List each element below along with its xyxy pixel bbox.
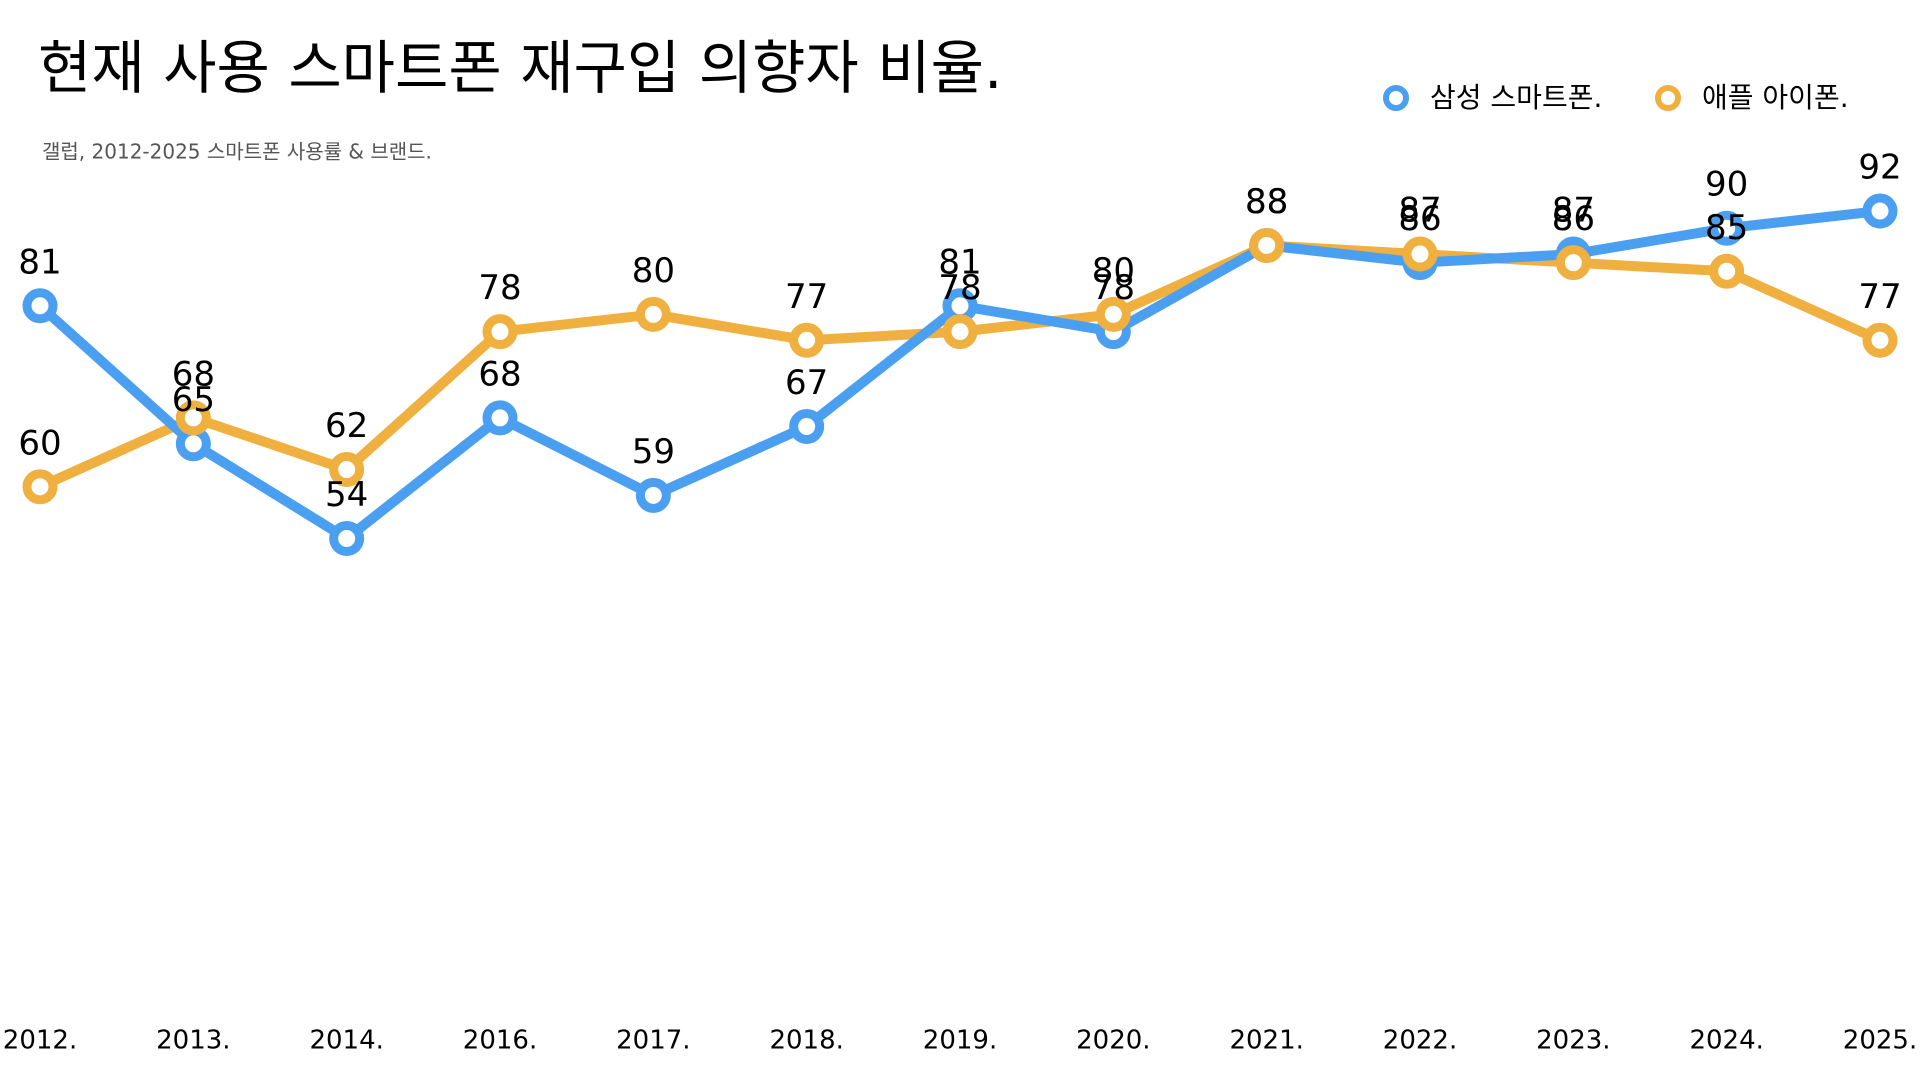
x-tick-label: 2020. <box>1076 1026 1150 1056</box>
data-label: 87 <box>1552 191 1595 231</box>
data-label: 78 <box>1092 268 1135 308</box>
x-tick-label: 2018. <box>769 1026 843 1056</box>
data-label: 86 <box>1398 199 1441 239</box>
chart-title: 현재 사용 스마트폰 재구입 의향자 비율. <box>38 34 1002 102</box>
point <box>175 400 211 436</box>
point <box>1095 296 1131 332</box>
point <box>635 477 671 513</box>
point <box>22 469 58 505</box>
data-label: 59 <box>632 432 675 472</box>
point <box>942 314 978 350</box>
data-label: 78 <box>938 268 981 308</box>
x-tick-label: 2016. <box>463 1026 537 1056</box>
data-label: 62 <box>325 406 368 446</box>
chart-subtitle: 갤럽, 2012-2025 스마트폰 사용률 & 브랜드. <box>42 140 432 164</box>
data-label: 87 <box>1398 191 1441 231</box>
x-tick-label: 2014. <box>309 1026 383 1056</box>
data-label: 88 <box>1245 182 1288 222</box>
point <box>1709 210 1745 246</box>
data-label: 81 <box>938 242 981 282</box>
point <box>329 521 365 557</box>
data-label: 77 <box>785 277 828 317</box>
x-tick-label: 2013. <box>156 1026 230 1056</box>
point <box>1402 236 1438 272</box>
point <box>789 322 825 358</box>
x-tick-label: 2012. <box>3 1026 77 1056</box>
point <box>635 296 671 332</box>
point <box>329 452 365 488</box>
legend-marker <box>1655 85 1681 111</box>
point <box>1555 245 1591 281</box>
data-label: 67 <box>785 363 828 403</box>
point <box>22 288 58 324</box>
data-label: 85 <box>1705 208 1748 248</box>
data-label: 54 <box>325 475 368 515</box>
x-tick-label: 2021. <box>1229 1026 1303 1056</box>
data-label: 80 <box>1092 251 1135 291</box>
point <box>789 408 825 444</box>
data-label: 80 <box>632 251 675 291</box>
point <box>482 400 518 436</box>
point <box>1249 227 1285 263</box>
point <box>1709 253 1745 289</box>
data-label: 77 <box>1858 277 1901 317</box>
x-tick-label: 2019. <box>923 1026 997 1056</box>
data-label: 78 <box>478 268 521 308</box>
data-label: 60 <box>18 423 61 463</box>
x-tick-label: 2023. <box>1536 1026 1610 1056</box>
data-label: 86 <box>1552 199 1595 239</box>
point <box>482 314 518 350</box>
x-tick-label: 2024. <box>1689 1026 1763 1056</box>
data-label: 68 <box>478 354 521 394</box>
data-label: 81 <box>18 242 61 282</box>
point <box>1862 193 1898 229</box>
legend-marker <box>1383 85 1409 111</box>
x-tick-label: 2017. <box>616 1026 690 1056</box>
data-label: 88 <box>1245 182 1288 222</box>
x-tick-label: 2022. <box>1383 1026 1457 1056</box>
data-label: 68 <box>172 354 215 394</box>
legend-label: 삼성 스마트폰. <box>1430 81 1602 114</box>
data-label: 92 <box>1858 147 1901 187</box>
point <box>1862 322 1898 358</box>
data-label: 90 <box>1705 165 1748 205</box>
data-label: 65 <box>172 380 215 420</box>
x-tick-label: 2025. <box>1843 1026 1917 1056</box>
legend-label: 애플 아이폰. <box>1702 81 1849 114</box>
